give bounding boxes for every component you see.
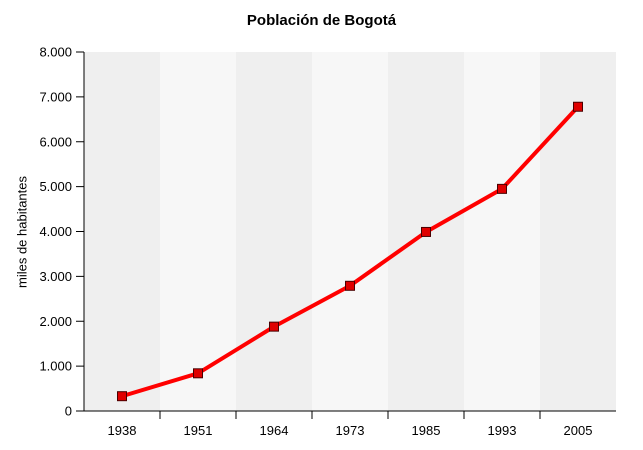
x-tick-label: 1951 xyxy=(184,423,213,438)
background-band xyxy=(540,52,616,411)
y-tick-label: 4.000 xyxy=(39,224,72,239)
x-tick-label: 2005 xyxy=(564,423,593,438)
y-tick-label: 8.000 xyxy=(39,45,72,60)
data-point xyxy=(269,321,279,332)
background-band xyxy=(236,52,312,411)
background-band xyxy=(464,52,540,411)
y-tick-label: 7.000 xyxy=(39,89,72,104)
y-tick-label: 1.000 xyxy=(39,359,72,374)
background-band xyxy=(312,52,388,411)
data-point xyxy=(193,368,203,379)
y-tick-label: 6.000 xyxy=(39,134,72,149)
y-tick-label: 3.000 xyxy=(39,269,72,284)
x-tick-label: 1985 xyxy=(412,423,441,438)
data-point xyxy=(497,183,507,194)
y-tick-label: 0 xyxy=(65,404,72,419)
chart-title: Población de Bogotá xyxy=(246,12,397,29)
x-tick-label: 1964 xyxy=(260,423,289,438)
y-tick-label: 5.000 xyxy=(39,179,72,194)
data-point xyxy=(573,101,583,112)
data-point xyxy=(345,280,355,291)
data-point xyxy=(117,391,127,402)
x-tick-label: 1938 xyxy=(108,423,137,438)
data-point xyxy=(421,226,431,237)
background-band xyxy=(84,52,160,411)
x-tick-label: 1993 xyxy=(488,423,517,438)
y-tick-label: 2.000 xyxy=(39,314,72,329)
x-tick-label: 1973 xyxy=(336,423,365,438)
background-band xyxy=(160,52,236,411)
